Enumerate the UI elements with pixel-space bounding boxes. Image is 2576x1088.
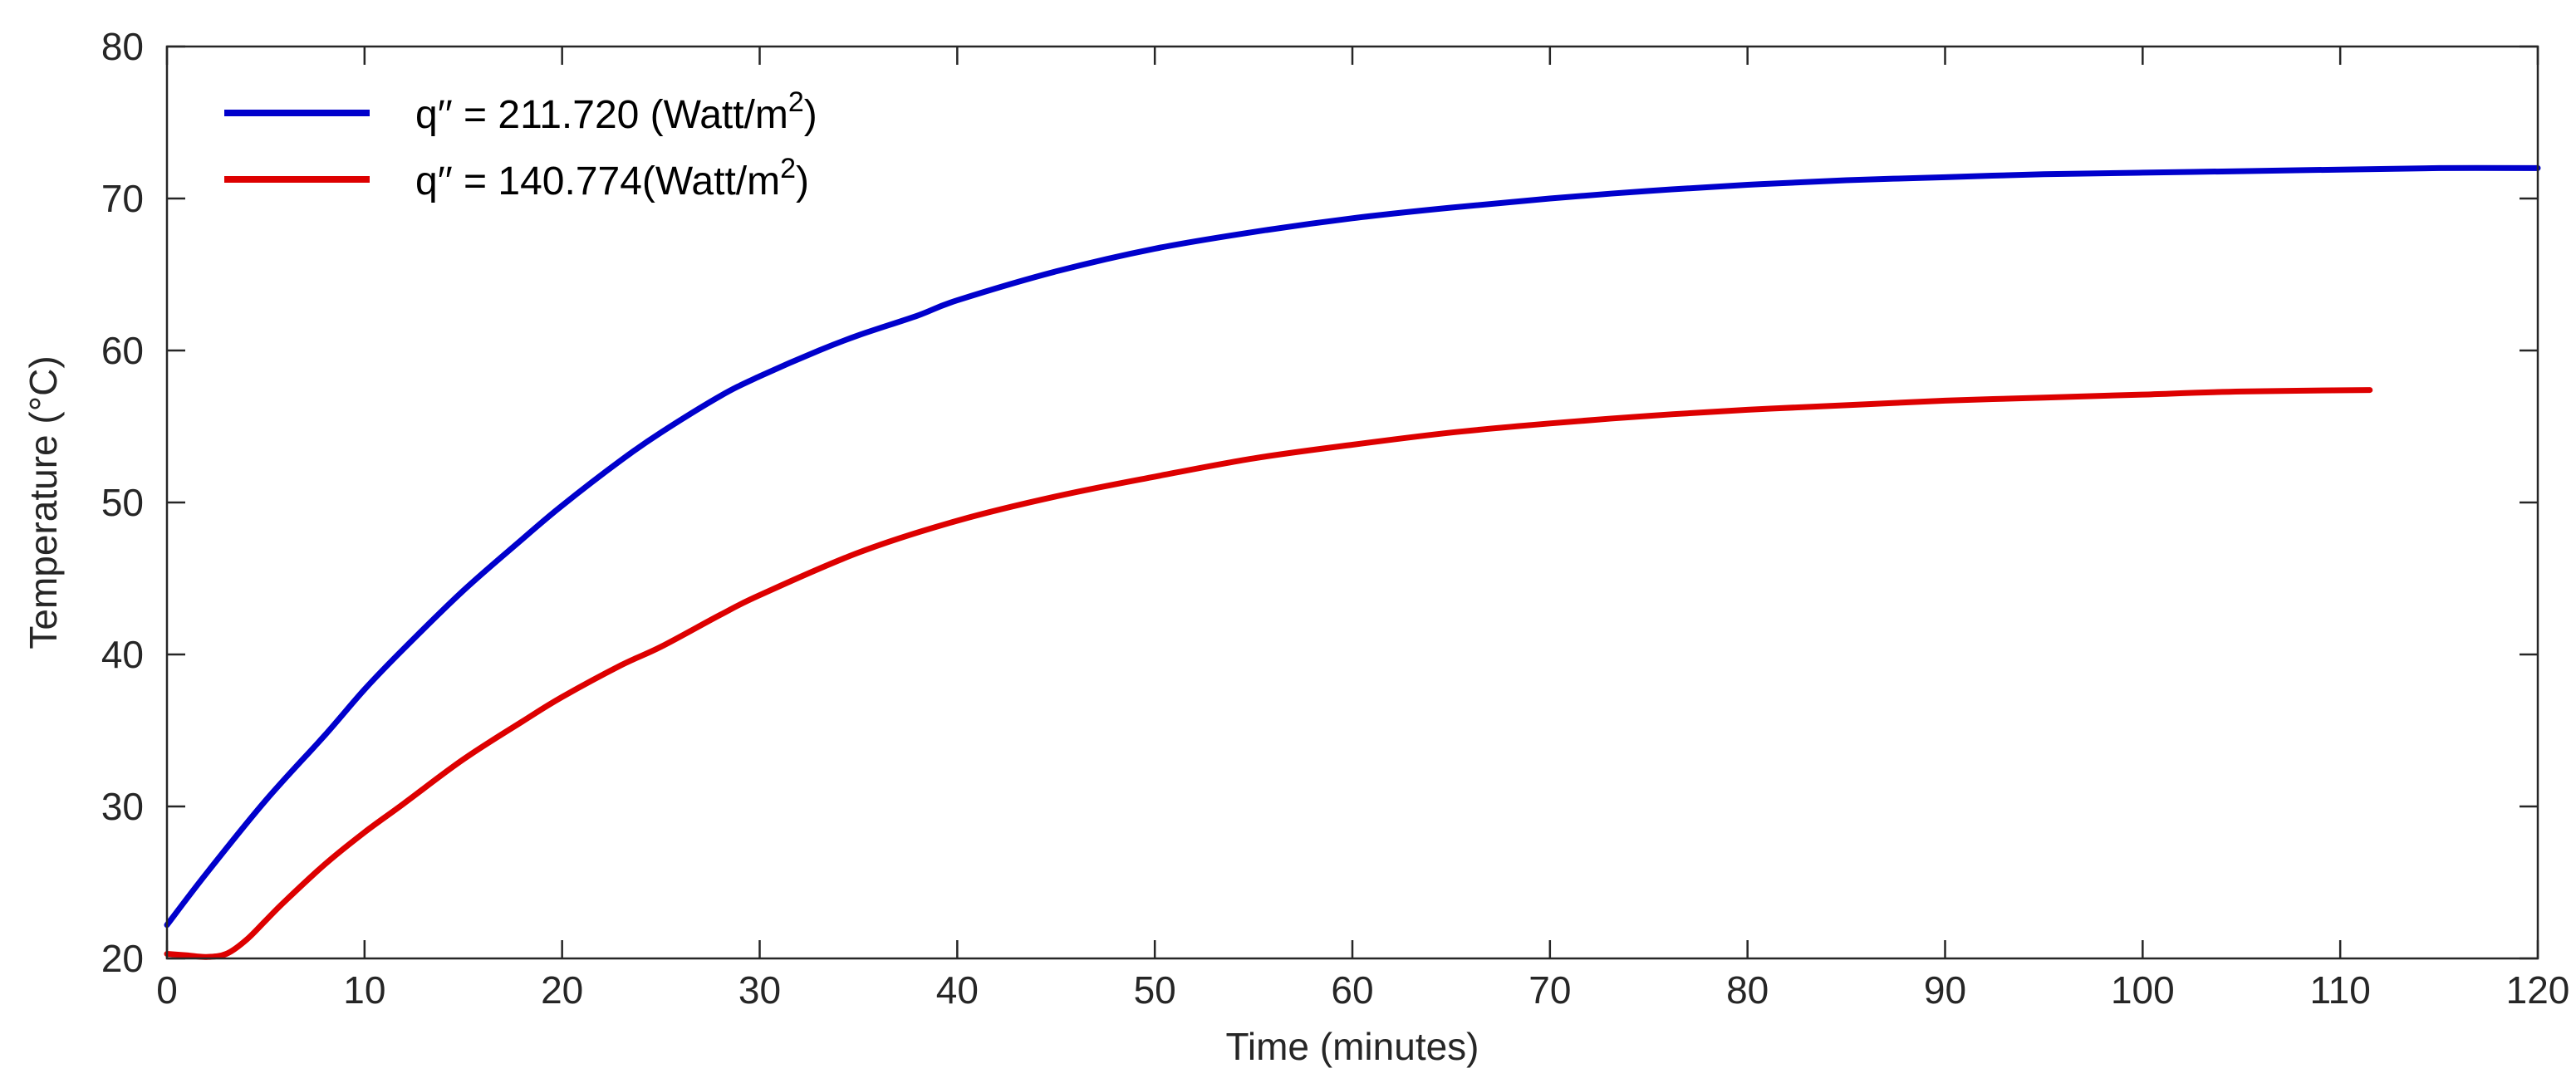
legend-label-suffix: ) <box>796 159 809 203</box>
x-tick-label: 90 <box>1924 968 1966 1012</box>
legend-label-superscript: 2 <box>788 86 804 118</box>
y-tick-label: 70 <box>101 177 144 220</box>
x-tick-label: 120 <box>2506 968 2570 1012</box>
x-tick-label: 10 <box>343 968 385 1012</box>
series-lines <box>164 164 2541 960</box>
y-tick-label: 50 <box>101 481 144 524</box>
y-axis-title: Temperature (°C) <box>22 355 65 649</box>
plot-frame <box>165 45 2539 960</box>
x-tick-label: 80 <box>1726 968 1769 1012</box>
x-tick-label: 110 <box>2309 968 2370 1012</box>
x-tick-label: 0 <box>156 968 178 1012</box>
series-line-2 <box>164 387 2373 960</box>
y-tick-label: 30 <box>101 785 144 828</box>
x-tick-label: 30 <box>738 968 781 1012</box>
x-tick-label: 20 <box>541 968 583 1012</box>
x-tick-label: 70 <box>1528 968 1571 1012</box>
y-tick-label: 80 <box>101 25 144 68</box>
axis-ticks <box>165 45 2539 960</box>
x-tick-label: 50 <box>1134 968 1176 1012</box>
y-tick-label: 60 <box>101 329 144 372</box>
y-tick-label: 20 <box>101 937 144 980</box>
y-tick-label: 40 <box>101 633 144 676</box>
legend-label-text: q′′ = 140.774(Watt/m <box>415 159 780 203</box>
x-tick-label: 100 <box>2111 968 2175 1012</box>
x-tick-label: 60 <box>1331 968 1373 1012</box>
legend-label-2: q′′ = 140.774(Watt/m2) <box>415 153 809 203</box>
legend: q′′ = 211.720 (Watt/m2)q′′ = 140.774(Wat… <box>224 86 817 203</box>
tick-labels: 0 10 20 30 40 50 60 70 80 90 100 110 120 20 30 40 50 60 70… <box>101 25 2570 1012</box>
series-line-1 <box>164 164 2541 929</box>
legend-label-suffix: ) <box>804 93 817 137</box>
legend-label-1: q′′ = 211.720 (Watt/m2) <box>415 86 817 137</box>
x-tick-label: 40 <box>936 968 979 1012</box>
legend-label-text: q′′ = 211.720 (Watt/m <box>415 93 788 137</box>
legend-label-superscript: 2 <box>780 153 796 184</box>
x-axis-title: Time (minutes) <box>1226 1025 1479 1068</box>
